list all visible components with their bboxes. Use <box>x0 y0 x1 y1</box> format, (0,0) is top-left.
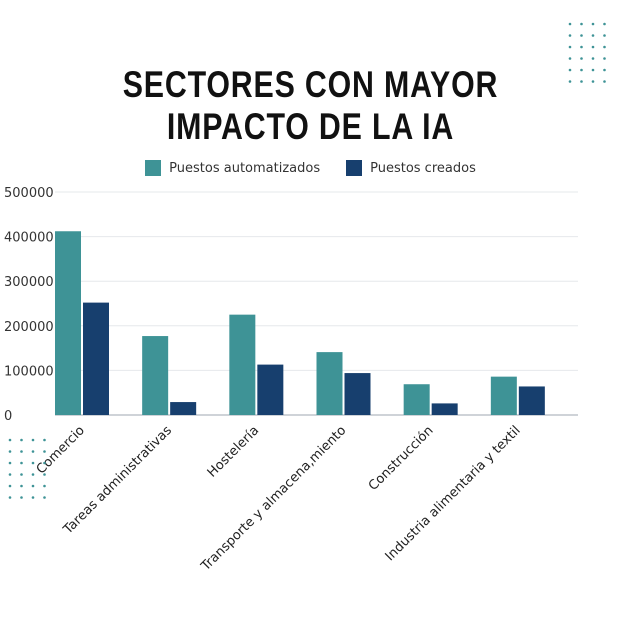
decor-dot <box>568 57 572 60</box>
decor-dot <box>603 80 606 83</box>
decor-dot <box>20 450 23 453</box>
decor-dot <box>591 34 595 37</box>
x-tick-label: Hostelería <box>205 423 262 480</box>
decor-dot <box>31 473 35 476</box>
decor-dot <box>568 80 572 83</box>
bar-automatizados <box>316 352 343 415</box>
y-tick-label: 200000 <box>4 320 54 335</box>
title-line-1: SECTORES CON MAYOR <box>122 64 499 105</box>
decor-dot <box>31 450 35 453</box>
decor-dot <box>568 34 572 37</box>
decor-dot <box>591 80 595 83</box>
decor-dot <box>603 22 606 26</box>
decor-dot <box>8 484 12 488</box>
decor-dot <box>43 484 46 488</box>
decor-dot <box>31 484 35 488</box>
decor-dot <box>31 496 35 499</box>
x-tick-label: Comercio <box>34 423 88 477</box>
decor-dot <box>580 68 583 72</box>
title-line-2: IMPACTO DE LA IA <box>166 106 455 147</box>
legend-label: Puestos automatizados <box>169 160 321 176</box>
y-tick-label: 500000 <box>4 186 54 201</box>
bar-automatizados <box>403 384 430 415</box>
bar-automatizados <box>55 231 81 415</box>
decor-dot <box>568 45 572 49</box>
y-tick-label: 300000 <box>4 275 54 290</box>
decor-dot <box>20 484 23 488</box>
decor-dot <box>591 57 595 60</box>
decor-dot <box>580 57 583 60</box>
bar-automatizados <box>490 376 517 415</box>
decor-dot <box>20 473 23 476</box>
decor-dot <box>43 461 46 465</box>
decor-dot <box>591 68 595 72</box>
bar-creados <box>257 364 284 415</box>
legend-swatch <box>145 160 162 176</box>
decor-dot <box>8 438 12 442</box>
decor-dot <box>43 438 46 442</box>
decor-dot <box>31 438 35 442</box>
y-tick-label: 0 <box>4 409 12 424</box>
decor-dot <box>580 80 583 83</box>
legend-item-automatizados: Puestos automatizados <box>145 160 320 176</box>
decor-dot <box>603 45 606 49</box>
decor-dot <box>31 461 35 465</box>
x-tick-label: Transporte y almacena,miento <box>198 423 350 575</box>
decor-dot <box>43 450 46 453</box>
y-tick-label: 100000 <box>4 364 54 379</box>
decor-dot <box>603 34 606 37</box>
x-tick-label: Construcción <box>366 423 437 494</box>
decor-dot <box>20 438 23 442</box>
bar-creados <box>518 386 545 415</box>
legend-item-creados: Puestos creados <box>346 160 476 176</box>
decor-dot <box>43 473 46 476</box>
decor-dot <box>8 496 12 499</box>
decor-dot <box>603 68 606 72</box>
legend-label: Puestos creados <box>370 160 476 176</box>
decor-dot <box>8 473 12 476</box>
decor-dot <box>20 496 23 499</box>
legend-swatch <box>346 160 363 176</box>
decor-dot <box>43 496 46 499</box>
decor-dot <box>20 461 23 465</box>
decor-dot <box>568 22 572 26</box>
bar-creados <box>83 302 109 415</box>
decor-dot <box>568 68 572 72</box>
decor-dot <box>8 450 12 453</box>
legend: Puestos automatizados Puestos creados <box>0 160 621 176</box>
bar-automatizados <box>229 314 256 415</box>
y-tick-label: 400000 <box>4 231 54 246</box>
decor-dot <box>591 45 595 49</box>
decor-dot <box>580 45 583 49</box>
decor-dot <box>603 57 606 60</box>
decor-dot <box>580 34 583 37</box>
bar-automatizados <box>142 336 169 415</box>
bar-creados <box>170 402 197 415</box>
decor-dot <box>591 22 595 26</box>
chart-title: SECTORES CON MAYOR IMPACTO DE LA IA <box>56 64 565 148</box>
bar-creados <box>431 403 458 415</box>
decor-dot <box>8 461 12 465</box>
decor-dot <box>580 22 583 26</box>
bar-creados <box>344 373 371 415</box>
